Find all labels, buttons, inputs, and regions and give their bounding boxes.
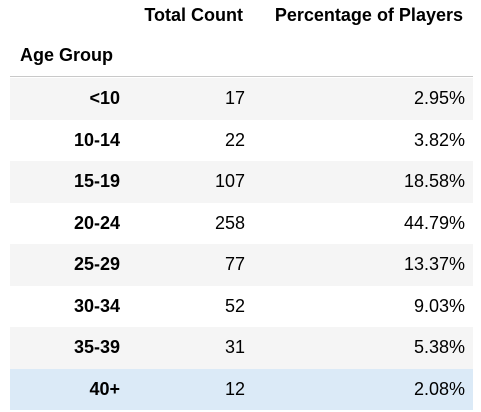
total-count-cell: 77 <box>224 254 245 274</box>
index-header-age-group: Age Group <box>20 45 113 65</box>
table-row: 30-34 52 9.03% <box>10 285 473 327</box>
table-body: <10 17 2.95% 10-14 22 3.82% 15-19 107 18… <box>10 78 473 410</box>
table-row: <10 17 2.95% <box>10 78 473 120</box>
total-count-cell: 22 <box>224 129 245 150</box>
table-row: 15-19 107 18.58% <box>10 161 473 203</box>
total-count-cell: 258 <box>214 212 245 233</box>
table-row: 10-14 22 3.82% <box>10 119 473 161</box>
age-group-cell: 15-19 <box>73 171 120 191</box>
age-group-cell: 40+ <box>89 378 120 399</box>
percentage-cell: 5.38% <box>413 337 465 357</box>
percentage-cell: 13.37% <box>403 254 465 274</box>
table-row: 35-39 31 5.38% <box>10 327 473 369</box>
age-group-cell: <10 <box>89 88 120 108</box>
total-count-cell: 17 <box>224 88 245 108</box>
total-count-cell: 107 <box>214 171 245 191</box>
header-divider <box>10 76 473 77</box>
column-header-total-count: Total Count <box>144 5 243 25</box>
age-group-cell: 20-24 <box>73 212 120 233</box>
table-row: 20-24 258 44.79% <box>10 202 473 244</box>
percentage-cell: 44.79% <box>403 212 465 233</box>
percentage-cell: 9.03% <box>413 295 465 316</box>
age-group-cell: 30-34 <box>73 295 120 316</box>
column-header-percentage: Percentage of Players <box>274 5 463 25</box>
percentage-cell: 2.08% <box>413 378 465 399</box>
percentage-cell: 2.95% <box>413 88 465 108</box>
percentage-cell: 18.58% <box>403 171 465 191</box>
total-count-cell: 31 <box>224 337 245 357</box>
percentage-cell: 3.82% <box>413 129 465 150</box>
age-group-cell: 25-29 <box>73 254 120 274</box>
age-group-cell: 35-39 <box>73 337 120 357</box>
total-count-cell: 12 <box>224 378 245 399</box>
table-row-highlighted[interactable]: 40+ 12 2.08% <box>10 368 473 410</box>
total-count-cell: 52 <box>224 295 245 316</box>
table-row: 25-29 77 13.37% <box>10 244 473 286</box>
age-group-cell: 10-14 <box>73 129 120 150</box>
